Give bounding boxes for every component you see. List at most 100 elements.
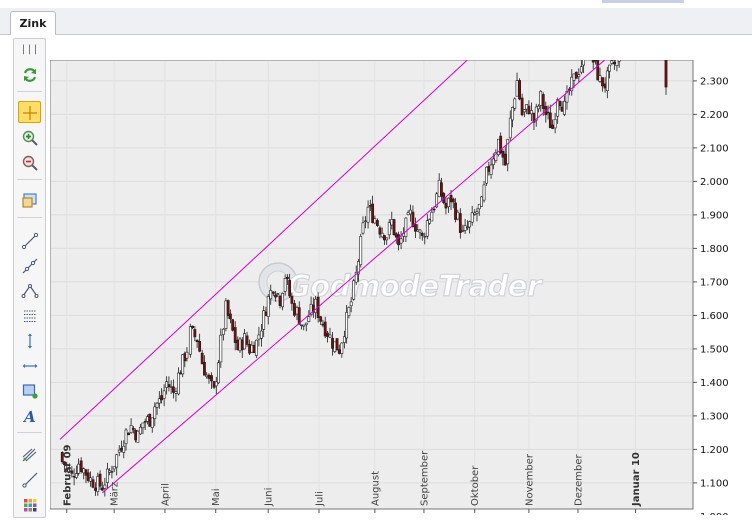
candle-up — [608, 64, 611, 72]
candle-down — [274, 294, 277, 298]
x-tick-label: Mai — [211, 488, 222, 506]
fibonacci-icon[interactable] — [18, 304, 41, 326]
candle-up — [304, 322, 308, 326]
candle-up — [155, 402, 159, 408]
candle-down — [134, 430, 138, 441]
candle-up — [349, 301, 353, 307]
candle-up — [250, 344, 254, 353]
refresh-icon[interactable] — [18, 63, 41, 85]
candle-up — [406, 212, 410, 216]
zoom-in-icon[interactable] — [18, 126, 41, 148]
candle-down — [449, 195, 453, 203]
candle-up — [260, 330, 263, 339]
x-tick-label: März — [110, 482, 121, 506]
vertical-line-icon[interactable] — [18, 329, 41, 351]
candle-up — [74, 473, 78, 478]
candle-down — [240, 339, 244, 351]
candle-up — [300, 324, 303, 327]
plot-area[interactable] — [50, 60, 694, 510]
extended-line-icon[interactable] — [18, 254, 41, 276]
candle-up — [506, 139, 510, 165]
candle-down — [503, 153, 507, 166]
candle-up — [408, 209, 412, 215]
candle-up — [77, 463, 81, 474]
channel-line-upper[interactable] — [59, 60, 636, 440]
candle-up — [146, 416, 149, 422]
candle-down — [601, 77, 604, 87]
top-strip — [0, 0, 752, 8]
candle-down — [383, 235, 386, 241]
grid-lines — [51, 61, 692, 508]
chart-canvas[interactable]: GodmodeTrader 1.0001.1001.2001.3001.4001… — [50, 60, 752, 515]
candle-down — [432, 208, 436, 211]
candle-up — [508, 117, 512, 139]
y-tick-label: 2.000 — [700, 177, 729, 188]
y-tick-label: 1.200 — [700, 445, 729, 456]
channel-line-lower[interactable] — [101, 60, 666, 494]
tab-zink[interactable]: Zink — [10, 11, 56, 36]
candle-down — [148, 413, 152, 427]
candle-up — [513, 98, 517, 109]
grip-icon[interactable]: ||| — [20, 44, 39, 55]
candle-down — [560, 106, 564, 112]
candle-up — [359, 236, 363, 266]
candle-down — [236, 339, 240, 351]
candle-up — [352, 280, 356, 300]
text-tool-icon[interactable]: A — [18, 404, 41, 426]
candle-up — [399, 238, 403, 244]
candle-up — [174, 391, 178, 394]
candle-up — [385, 237, 389, 241]
candle-up — [416, 229, 420, 232]
triangle-tool-icon[interactable] — [18, 279, 41, 301]
x-tick-label: April — [160, 483, 171, 506]
crosshair-icon[interactable] — [18, 101, 41, 123]
candle-down — [591, 60, 595, 63]
toolbar-separator — [17, 179, 42, 180]
candle-down — [603, 83, 607, 89]
price-chart[interactable]: GodmodeTrader 1.0001.1001.2001.3001.4001… — [50, 60, 752, 515]
candle-up — [380, 232, 384, 238]
toolbar-separator — [17, 432, 42, 433]
candle-up — [281, 293, 284, 308]
zoom-out-icon[interactable] — [18, 151, 41, 173]
candle-down — [546, 111, 550, 114]
candle-up — [437, 179, 441, 197]
x-tick-label: Juli — [314, 491, 325, 507]
candle-up — [473, 212, 477, 215]
y-tick-label: 1.500 — [700, 344, 729, 355]
chart-template-icon[interactable] — [18, 189, 41, 211]
palette-icon[interactable] — [18, 493, 41, 515]
y-tick-label: 1.600 — [700, 311, 729, 322]
candle-down — [172, 386, 175, 393]
candle-down — [245, 335, 249, 345]
candle-down — [70, 470, 74, 474]
tab-bar: Zink — [0, 8, 752, 36]
candle-down — [231, 319, 235, 331]
x-tick-label: August — [370, 471, 381, 506]
candle-up — [243, 333, 246, 350]
candle-up — [65, 464, 69, 466]
candle-down — [331, 337, 334, 349]
trend-channel — [59, 60, 666, 494]
candle-up — [105, 468, 109, 483]
horizontal-measure-icon[interactable] — [18, 354, 41, 376]
candle-down — [326, 332, 329, 337]
toolbar-separator — [17, 91, 42, 92]
candle-down — [664, 60, 668, 88]
candle-up — [418, 229, 422, 233]
candle-up — [177, 372, 180, 395]
candle-up — [129, 425, 133, 433]
x-tick-label: November — [524, 453, 535, 506]
candle-down — [226, 300, 230, 316]
candle-up — [342, 336, 346, 343]
trendline-icon[interactable] — [18, 229, 41, 251]
pitchfork-icon[interactable] — [18, 443, 41, 465]
candle-up — [262, 310, 266, 330]
y-tick-label: 2.200 — [700, 110, 729, 121]
candle-down — [527, 105, 531, 115]
ray-line-icon[interactable] — [18, 468, 41, 490]
candle-up — [475, 211, 479, 214]
y-tick-label: 1.000 — [700, 512, 729, 515]
rectangle-icon[interactable] — [18, 379, 41, 401]
candle-up — [254, 339, 258, 356]
